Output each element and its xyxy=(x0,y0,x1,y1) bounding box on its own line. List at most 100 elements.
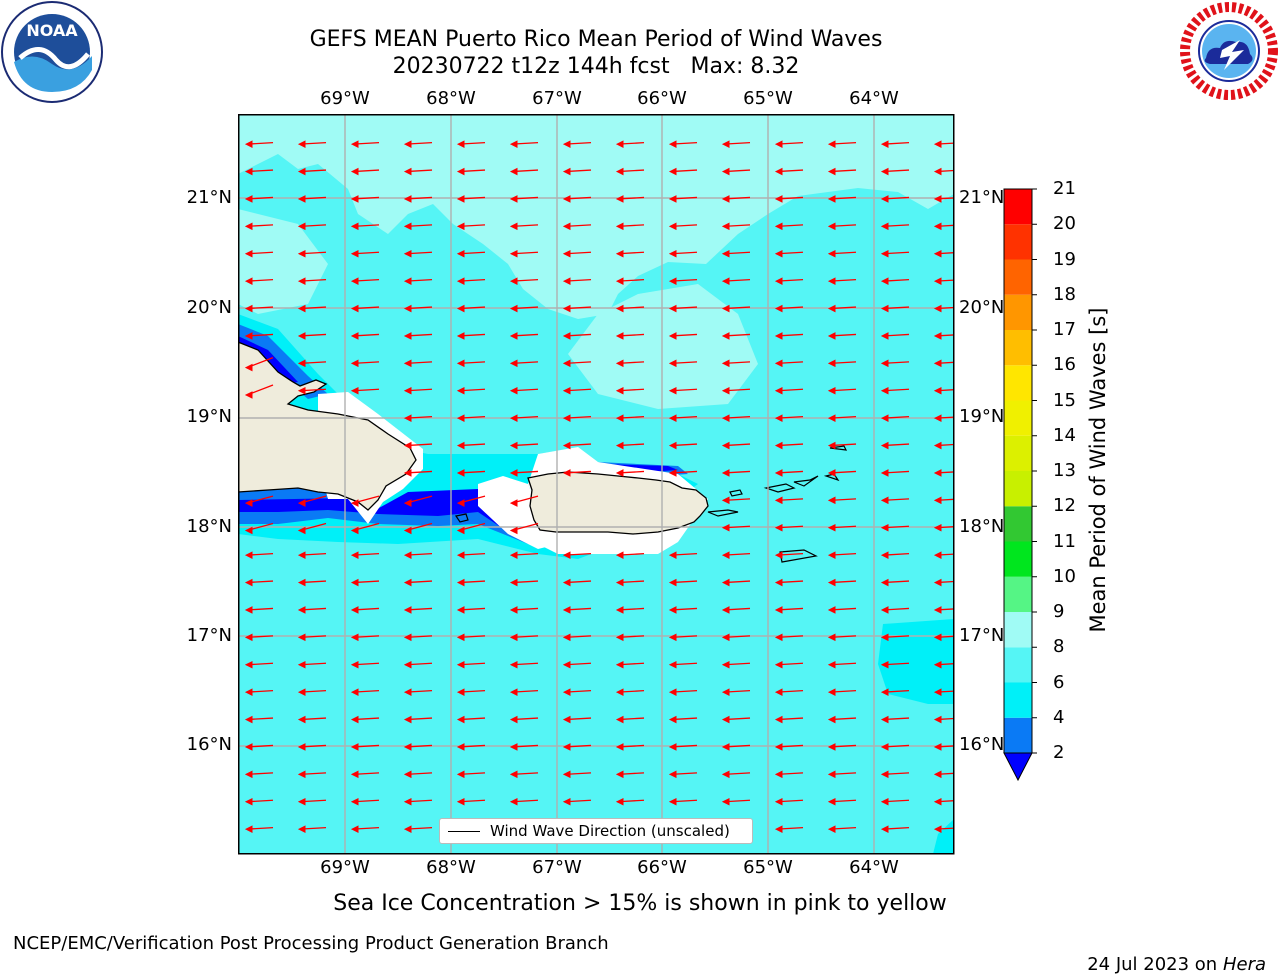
wave-direction-arrow-head xyxy=(615,551,624,559)
wave-direction-arrow-head xyxy=(774,496,783,505)
wave-direction-arrow-head xyxy=(933,578,942,587)
wave-direction-arrow-head xyxy=(403,277,412,285)
wave-direction-arrow-head xyxy=(244,277,253,285)
wave-direction-arrow-head xyxy=(562,469,571,477)
wave-direction-arrow-head xyxy=(456,606,465,614)
wave-direction-arrow-head xyxy=(933,249,942,258)
legend-line-swatch xyxy=(448,831,480,832)
wave-direction-arrow-head xyxy=(668,167,677,176)
wave-direction-arrow-head xyxy=(668,222,677,231)
wave-direction-arrow-head xyxy=(827,441,836,450)
wave-direction-arrow-head xyxy=(509,578,518,587)
lon-label-bottom: 64°W xyxy=(849,857,899,878)
wave-direction-arrow-head xyxy=(562,743,571,751)
wave-direction-arrow-head xyxy=(721,386,730,395)
colorbar-bin xyxy=(1004,471,1032,507)
wave-direction-arrow-head xyxy=(562,633,571,642)
wave-direction-arrow-head xyxy=(350,660,359,669)
wave-direction-arrow-head xyxy=(721,469,730,477)
wave-direction-arrow-head xyxy=(456,332,465,340)
wave-direction-arrow-head xyxy=(403,304,412,313)
wave-direction-arrow-head xyxy=(244,633,253,642)
wave-direction-arrow-head xyxy=(297,359,306,368)
wave-direction-arrow-head xyxy=(774,140,783,148)
wave-direction-arrow-head xyxy=(933,277,942,285)
wave-direction-arrow-head xyxy=(880,825,889,833)
colorbar-tick-label: 9 xyxy=(1053,601,1065,622)
colorbar-bin xyxy=(1004,330,1032,366)
colorbar-tick-label: 16 xyxy=(1053,354,1076,376)
wave-direction-arrow-head xyxy=(721,743,730,751)
wave-direction-arrow-head xyxy=(774,688,783,696)
wave-direction-arrow-head xyxy=(774,743,783,751)
wave-direction-arrow-head xyxy=(774,304,783,313)
wave-direction-arrow-head xyxy=(350,578,359,587)
wave-direction-arrow-head xyxy=(456,770,465,779)
wave-direction-arrow-head xyxy=(297,770,306,779)
wave-direction-arrow-head xyxy=(456,526,465,535)
wave-direction-arrow-head xyxy=(562,304,571,313)
wave-direction-arrow-head xyxy=(456,277,465,285)
wave-direction-arrow-head xyxy=(668,743,677,751)
lat-label-left: 21°N xyxy=(186,187,232,208)
wave-direction-arrow-head xyxy=(297,825,306,833)
wave-direction-arrow-head xyxy=(562,688,571,696)
wave-direction-arrow-head xyxy=(880,414,889,422)
wave-direction-arrow-head xyxy=(456,469,465,477)
wave-direction-arrow-head xyxy=(509,222,518,231)
wave-direction-arrow-head xyxy=(350,167,359,176)
wave-direction-arrow-head xyxy=(509,770,518,779)
wave-direction-arrow-head xyxy=(827,469,836,477)
wave-direction-arrow-head xyxy=(615,304,624,313)
wave-direction-arrow-head xyxy=(350,825,359,833)
wave-direction-arrow-head xyxy=(668,195,677,203)
wave-direction-arrow-head xyxy=(562,386,571,395)
wave-direction-arrow-head xyxy=(827,277,836,285)
wave-direction-arrow-head xyxy=(827,359,836,368)
lat-label-left: 19°N xyxy=(186,406,232,427)
wave-direction-arrow-head xyxy=(350,633,359,642)
wave-direction-arrow-head xyxy=(827,770,836,779)
wave-direction-arrow-head xyxy=(244,499,253,507)
wave-direction-arrow-head xyxy=(668,688,677,696)
wave-direction-arrow-head xyxy=(456,660,465,669)
wave-direction-arrow-head xyxy=(668,715,677,724)
wave-direction-arrow-head xyxy=(403,688,412,696)
wave-direction-arrow-head xyxy=(244,363,253,372)
wave-direction-arrow-head xyxy=(827,304,836,313)
wave-direction-arrow-head xyxy=(933,770,942,779)
wave-direction-arrow-head xyxy=(721,304,730,313)
wave-direction-arrow-head xyxy=(615,797,624,806)
wave-direction-arrow-head xyxy=(350,715,359,724)
wave-direction-arrow-head xyxy=(562,660,571,669)
wave-direction-arrow-head xyxy=(456,551,465,559)
wave-direction-arrow-head xyxy=(933,551,942,559)
sea-ice-note: Sea Ice Concentration > 15% is shown in … xyxy=(333,891,947,916)
wave-direction-arrow-head xyxy=(615,606,624,614)
wave-direction-arrow-head xyxy=(774,195,783,203)
wave-direction-arrow-head xyxy=(880,523,889,532)
wave-direction-arrow-head xyxy=(244,332,253,340)
wave-direction-arrow-head xyxy=(615,140,624,148)
date-stamp: 24 Jul 2023 on Hera xyxy=(1076,933,1266,975)
wave-direction-arrow-head xyxy=(562,715,571,724)
wave-direction-arrow-head xyxy=(403,825,412,833)
wave-direction-arrow-head xyxy=(244,825,253,833)
period-region-8-9b xyxy=(568,284,758,409)
wave-direction-arrow-head xyxy=(456,304,465,313)
wave-direction-arrow-head xyxy=(562,441,571,450)
colorbar-tick-label: 6 xyxy=(1053,671,1065,693)
colorbar-bin xyxy=(1004,612,1032,648)
wave-direction-arrow-head xyxy=(562,277,571,285)
map-legend: Wind Wave Direction (unscaled) xyxy=(439,818,753,844)
wave-direction-arrow-head xyxy=(880,633,889,642)
wave-direction-arrow-head xyxy=(721,715,730,724)
wave-direction-arrow-head xyxy=(244,222,253,231)
colorbar-tick-label: 8 xyxy=(1053,636,1065,658)
wave-direction-arrow-head xyxy=(403,140,412,148)
wave-direction-arrow-head xyxy=(827,633,836,642)
wave-direction-arrow-head xyxy=(509,304,518,313)
map-plot xyxy=(238,114,955,855)
wave-direction-arrow-head xyxy=(880,469,889,477)
wave-direction-arrow-head xyxy=(562,578,571,587)
